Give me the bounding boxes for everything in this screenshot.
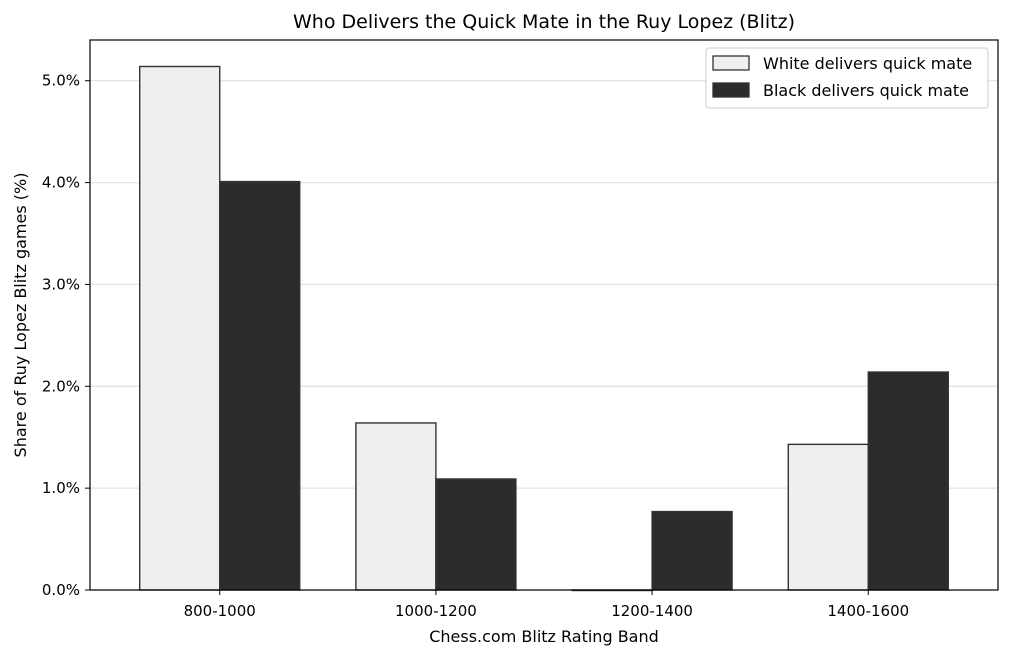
plot-frame [89, 39, 999, 591]
x-axis-label: Chess.com Blitz Rating Band [429, 627, 659, 646]
y-tick-label: 5.0% [42, 72, 80, 90]
x-tick-label: 800-1000 [184, 602, 256, 620]
y-ticks: 0.0% 1.0% 2.0% 3.0% 4.0% 5.0% [42, 72, 90, 599]
y-axis-label: Share of Ruy Lopez Blitz games (%) [11, 173, 30, 458]
chart-title: Who Delivers the Quick Mate in the Ruy L… [293, 11, 795, 33]
bar-black-800-1000 [219, 180, 301, 591]
y-tick-label: 1.0% [42, 479, 80, 497]
x-tick-label: 1400-1600 [827, 602, 909, 620]
legend: White delivers quick mate Black delivers … [705, 47, 989, 109]
y-tick-label: 2.0% [42, 377, 80, 395]
legend-label: Black delivers quick mate [763, 81, 969, 100]
bar-black-1000-1200 [435, 478, 517, 591]
y-tick-label: 4.0% [42, 174, 80, 192]
bar-black-1400-1600 [867, 371, 949, 591]
legend-label: White delivers quick mate [763, 54, 972, 73]
bar-black-1200-1400 [651, 510, 733, 591]
x-ticks: 800-1000 1000-1200 1200-1400 1400-1600 [184, 590, 909, 620]
x-tick-label: 1200-1400 [611, 602, 693, 620]
legend-swatch [712, 55, 750, 71]
x-tick-label: 1000-1200 [395, 602, 477, 620]
legend-swatch [712, 82, 750, 98]
bar-white-1400-1600 [787, 443, 869, 591]
bars [139, 65, 949, 592]
y-tick-label: 3.0% [42, 275, 80, 293]
legend-box [705, 47, 989, 109]
bar-white-800-1000 [139, 65, 221, 591]
bar-white-1000-1200 [355, 422, 437, 591]
y-tick-label: 0.0% [42, 581, 80, 599]
